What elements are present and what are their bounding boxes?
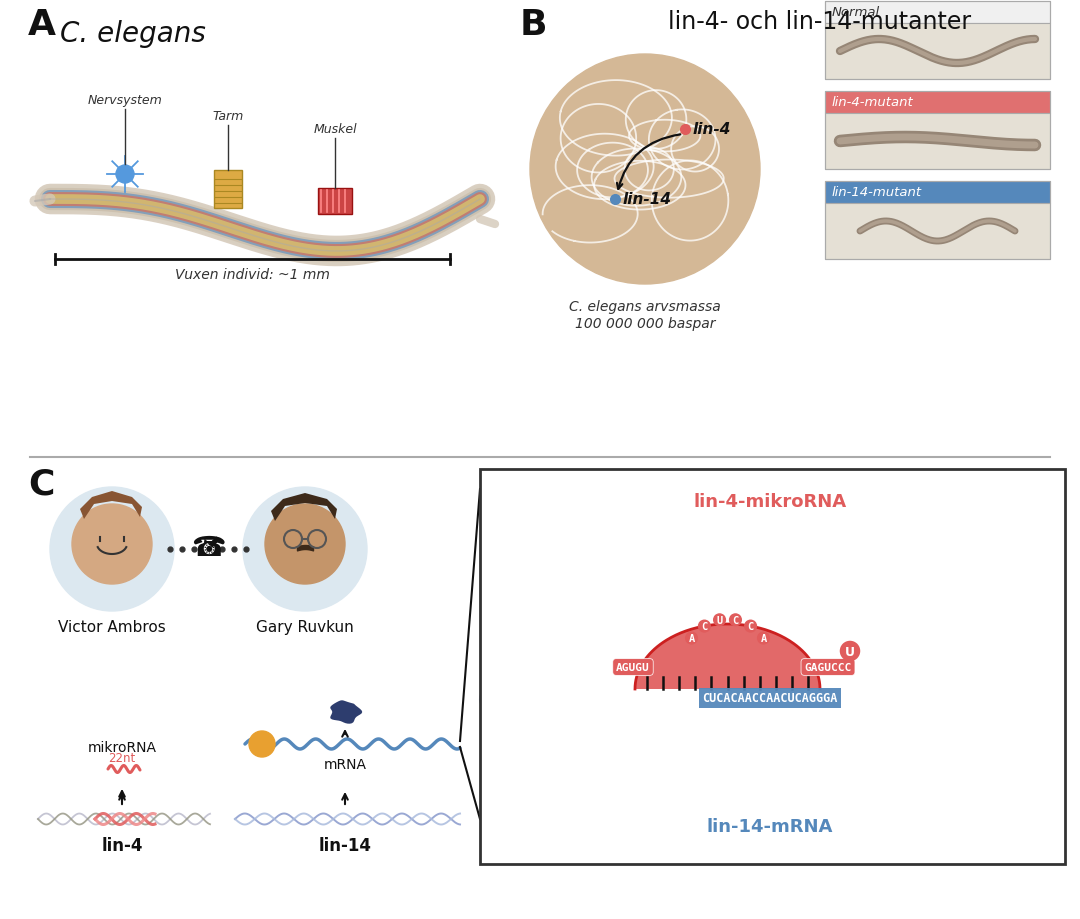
Bar [480, 470, 1065, 864]
Text: C: C [747, 621, 754, 631]
Bar [825, 114, 1050, 170]
Text: lin-4-mutant: lin-4-mutant [832, 96, 914, 109]
Polygon shape [330, 700, 362, 724]
Text: CUCACAACCAACUCAGGGA: CUCACAACCAACUCAGGGA [702, 692, 838, 705]
Text: Normal: Normal [832, 6, 880, 19]
Text: Vuxen individ: ~1 mm: Vuxen individ: ~1 mm [175, 267, 329, 282]
Text: Victor Ambros: Victor Ambros [58, 619, 166, 634]
Text: C. elegans: C. elegans [60, 20, 206, 48]
Text: Muskel: Muskel [313, 123, 356, 136]
Text: lin-4: lin-4 [693, 122, 731, 137]
Circle shape [50, 487, 174, 611]
Bar [318, 188, 352, 215]
Text: C. elegans arvsmassa: C. elegans arvsmassa [569, 300, 720, 313]
Polygon shape [635, 624, 820, 689]
Text: U: U [845, 645, 855, 658]
Text: lin-4: lin-4 [102, 836, 143, 854]
Polygon shape [271, 494, 337, 521]
Text: Gary Ruvkun: Gary Ruvkun [256, 619, 354, 634]
Text: Nervsystem: Nervsystem [87, 94, 162, 107]
Bar [825, 204, 1050, 260]
Circle shape [72, 505, 152, 584]
Bar [825, 92, 1050, 114]
Text: Tarm: Tarm [213, 110, 244, 123]
Text: lin-4- och lin-14-mutanter: lin-4- och lin-14-mutanter [669, 10, 972, 34]
Text: 22nt: 22nt [108, 751, 136, 765]
Text: B: B [519, 8, 548, 42]
Polygon shape [80, 492, 141, 519]
Text: lin-14-mutant: lin-14-mutant [832, 187, 922, 199]
Text: C: C [28, 468, 54, 502]
Text: A: A [760, 633, 767, 643]
Text: lin-4-mikroRNA: lin-4-mikroRNA [693, 493, 847, 510]
Text: A: A [688, 633, 694, 643]
Text: A: A [28, 8, 56, 42]
Text: lin-14-mRNA: lin-14-mRNA [706, 817, 833, 835]
Bar [825, 24, 1050, 80]
Circle shape [265, 505, 345, 584]
Text: mRNA: mRNA [324, 757, 366, 771]
Text: GAGUCCC: GAGUCCC [805, 663, 852, 673]
Text: C: C [701, 621, 707, 631]
Text: U: U [716, 615, 723, 625]
Text: lin-14: lin-14 [319, 836, 372, 854]
Bar [825, 92, 1050, 170]
Bar [825, 182, 1050, 260]
Text: ☎: ☎ [191, 533, 226, 562]
Circle shape [249, 732, 275, 757]
Text: 100 000 000 baspar: 100 000 000 baspar [575, 317, 715, 331]
Text: lin-14: lin-14 [623, 192, 672, 208]
Text: mikroRNA: mikroRNA [87, 740, 157, 754]
Bar [825, 182, 1050, 204]
Text: C: C [732, 615, 739, 625]
Bar [825, 2, 1050, 24]
Bar [825, 2, 1050, 80]
Text: AGUGU: AGUGU [616, 663, 650, 673]
Bar [214, 171, 242, 209]
Polygon shape [202, 537, 219, 548]
Circle shape [116, 165, 134, 184]
Circle shape [530, 55, 760, 285]
Circle shape [243, 487, 367, 611]
